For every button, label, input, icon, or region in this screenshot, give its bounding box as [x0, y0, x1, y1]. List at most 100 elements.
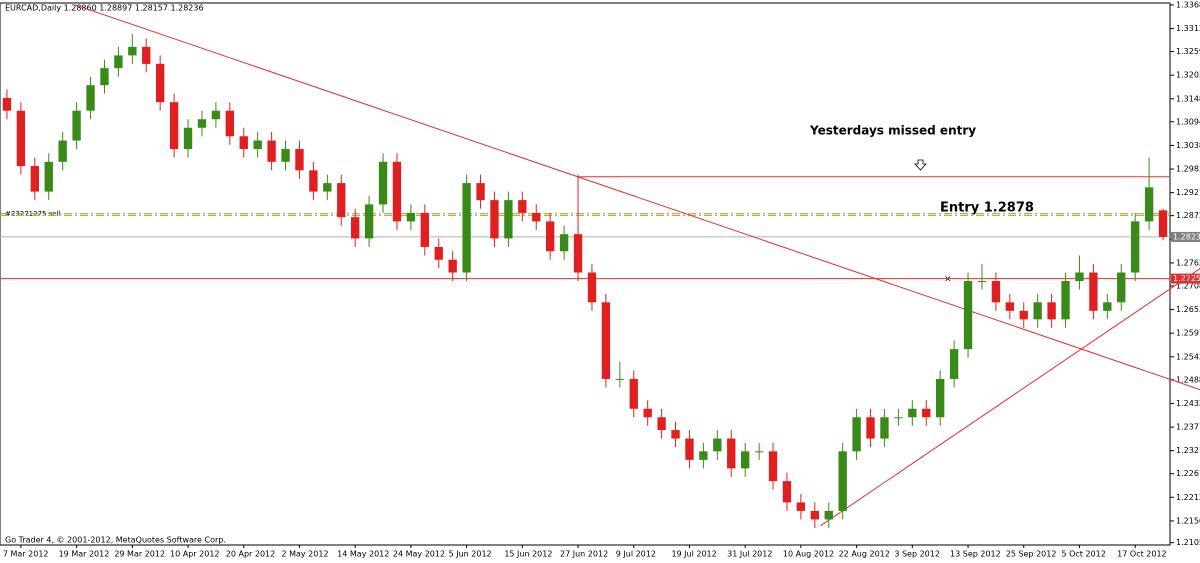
candle-body — [364, 204, 374, 239]
x-tick-label: 29 Mar 2012 — [114, 550, 165, 559]
y-tick-label: 1.32590 — [1176, 47, 1200, 56]
candle-body — [754, 451, 764, 453]
candle-body — [239, 136, 248, 150]
candle-body — [936, 378, 945, 418]
x-tick-label: 10 Apr 2012 — [170, 550, 219, 559]
cross-marker: × — [944, 275, 952, 285]
candle-body — [908, 408, 917, 418]
candle-body — [894, 417, 903, 419]
x-tick-label: 10 Aug 2012 — [783, 550, 834, 559]
candle-body — [713, 438, 722, 452]
x-tick-label: 20 Apr 2012 — [226, 550, 275, 559]
x-tick-label: 17 Oct 2012 — [1117, 550, 1166, 559]
candle-body — [1047, 302, 1056, 320]
candle-body — [114, 55, 123, 69]
candle-body — [504, 200, 513, 239]
x-tick-label: 25 Sep 2012 — [1006, 550, 1057, 559]
candle-body — [573, 234, 583, 273]
price-label: 1.27257 — [1173, 274, 1200, 283]
plot-frame — [0, 2, 1171, 546]
x-tick-label: 13 Sep 2012 — [950, 550, 1001, 559]
candle-body — [378, 161, 388, 205]
y-tick-label: 1.24880 — [1176, 375, 1200, 384]
y-tick-label: 1.23215 — [1176, 446, 1200, 455]
candle-body — [1005, 302, 1014, 311]
x-tick-label: 15 Jun 2012 — [504, 550, 552, 559]
candle-body — [476, 183, 485, 201]
arrow-icon — [914, 159, 927, 171]
candle-body — [699, 451, 708, 460]
candle-body — [86, 85, 95, 111]
candle-body — [963, 281, 973, 350]
x-tick-label: 19 Jul 2012 — [671, 550, 716, 559]
candle-body — [490, 200, 499, 239]
candle-body — [253, 140, 262, 150]
y-tick-label: 1.27625 — [1176, 258, 1200, 267]
x-tick-label: 5 Oct 2012 — [1061, 550, 1105, 559]
candle-body — [922, 408, 931, 418]
candle-body — [100, 68, 109, 86]
candle-body — [1075, 272, 1084, 282]
y-tick-label: 1.21055 — [1176, 538, 1200, 547]
candle-body — [30, 166, 39, 192]
candle-body — [58, 140, 67, 162]
candle-body — [197, 119, 207, 128]
candle-body — [1117, 272, 1126, 303]
y-tick-label: 1.3148 — [1176, 94, 1200, 103]
candle-body — [685, 438, 694, 460]
y-tick-label: 1.33130 — [1176, 24, 1200, 33]
candle-body — [991, 281, 1001, 303]
candle-body — [1131, 221, 1140, 273]
x-tick-label: 27 Jun 2012 — [560, 550, 608, 559]
y-tick-label: 1.28735 — [1176, 211, 1200, 220]
candle-body — [643, 408, 652, 418]
price-box — [1171, 231, 1200, 242]
candle-body — [337, 183, 346, 218]
x-tick-label: 22 Aug 2012 — [839, 550, 890, 559]
candle-body — [727, 438, 736, 469]
candle-body — [782, 481, 792, 503]
y-tick-label: 1.33685 — [1176, 0, 1200, 9]
y-tick-label: 1.30940 — [1176, 117, 1200, 126]
candle-body — [657, 417, 666, 431]
x-tick-label: 31 Jul 2012 — [727, 550, 772, 559]
candle-body — [142, 46, 151, 64]
candle-body — [671, 430, 680, 439]
candle-body — [810, 510, 819, 520]
y-tick-label: 1.22120 — [1176, 493, 1200, 502]
candle-body — [615, 378, 624, 380]
y-tick-label: 1.24325 — [1176, 399, 1200, 408]
candle-body — [225, 110, 234, 137]
y-tick-label: 1.25975 — [1176, 329, 1200, 338]
chart-title: EURCAD,Daily 1.28860 1.28897 1.28157 1.2… — [5, 4, 204, 13]
candle-body — [852, 417, 861, 452]
candle-body — [462, 183, 471, 273]
candle-body — [448, 259, 457, 273]
y-tick-label: 1.29830 — [1176, 165, 1200, 174]
candle-body — [128, 46, 137, 56]
x-tick-label: 24 May 2012 — [393, 550, 445, 559]
candle-body — [1061, 281, 1070, 320]
candle-body — [16, 110, 26, 167]
candle-body — [546, 221, 555, 252]
candle-body — [824, 510, 833, 520]
candle-body — [880, 417, 889, 439]
x-tick-label: 19 Mar 2012 — [59, 550, 110, 559]
y-tick-label: 1.32035 — [1176, 71, 1200, 80]
candle-body — [1144, 187, 1154, 222]
candle-body — [295, 149, 304, 171]
candle-body — [977, 281, 987, 283]
x-tick-label: 5 Jun 2012 — [449, 550, 492, 559]
annotation: Entry 1.2878 — [940, 201, 1034, 216]
y-tick-label: 1.30385 — [1176, 141, 1200, 150]
candle-body — [866, 417, 875, 439]
candle-body — [768, 451, 778, 482]
y-tick-label: 1.27085 — [1176, 281, 1200, 290]
y-tick-label: 1.25420 — [1176, 352, 1200, 361]
y-tick-label: 1.22675 — [1176, 469, 1200, 478]
candle-body — [406, 212, 416, 222]
candle-body — [949, 349, 959, 379]
price-label: 1.28236 — [1173, 232, 1200, 241]
